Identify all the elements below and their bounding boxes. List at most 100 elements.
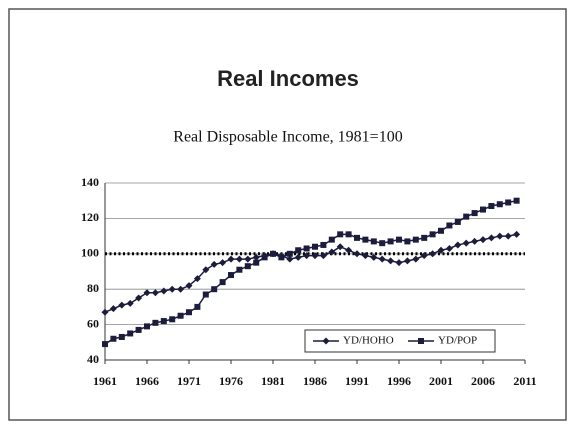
point — [412, 255, 420, 263]
point — [404, 238, 411, 245]
x-tick-label: 2011 — [513, 374, 536, 388]
point — [496, 201, 503, 208]
point — [387, 238, 394, 245]
point — [126, 299, 134, 307]
point — [378, 255, 386, 263]
point — [353, 250, 361, 258]
point — [370, 253, 378, 261]
point — [127, 330, 134, 337]
point — [396, 236, 402, 243]
x-tick-label: 1976 — [219, 374, 243, 388]
x-tick-label: 2006 — [471, 374, 495, 388]
point — [319, 252, 327, 260]
point — [270, 250, 276, 257]
slide-title: Real Incomes — [217, 66, 359, 91]
point — [412, 236, 419, 243]
point — [488, 203, 495, 210]
point — [177, 285, 185, 293]
point — [244, 255, 252, 263]
y-tick-label: 40 — [87, 352, 99, 366]
point — [286, 250, 293, 257]
point — [446, 222, 453, 229]
point — [370, 238, 377, 245]
point — [294, 253, 302, 261]
point — [193, 275, 201, 283]
point — [362, 236, 369, 243]
point — [168, 285, 176, 293]
point — [186, 309, 192, 316]
point — [496, 232, 504, 240]
y-tick-label: 140 — [81, 175, 99, 189]
x-tick-label: 1996 — [387, 374, 411, 388]
x-tick-label: 2001 — [429, 374, 453, 388]
point — [421, 234, 428, 241]
point — [462, 239, 470, 247]
point — [463, 213, 470, 220]
point — [504, 232, 512, 240]
point — [101, 308, 109, 316]
point — [345, 231, 352, 238]
point — [480, 206, 486, 213]
point — [219, 259, 227, 267]
point — [395, 259, 403, 267]
legend-label: YD/HOHO — [343, 335, 394, 347]
point — [328, 248, 336, 256]
point — [345, 246, 353, 254]
x-tick-label: 1971 — [177, 374, 201, 388]
point — [505, 199, 512, 206]
legend-label: YD/POP — [438, 335, 477, 347]
point — [227, 255, 235, 263]
point — [185, 282, 193, 290]
point — [420, 252, 428, 260]
point — [278, 254, 285, 261]
point — [445, 244, 453, 252]
point — [143, 289, 151, 297]
x-tick-label: 1986 — [303, 374, 327, 388]
point — [354, 234, 360, 241]
y-tick-label: 120 — [81, 210, 99, 224]
x-tick-label: 1966 — [135, 374, 159, 388]
x-tick-label: 1991 — [345, 374, 369, 388]
point — [210, 260, 218, 268]
point — [429, 250, 437, 258]
point — [361, 252, 369, 260]
point — [454, 218, 461, 225]
point — [177, 312, 184, 319]
point — [228, 272, 234, 279]
point — [110, 335, 117, 342]
point — [487, 234, 495, 242]
point — [135, 294, 143, 302]
legend-marker — [322, 337, 330, 345]
point — [118, 301, 126, 309]
point — [471, 210, 478, 217]
point — [337, 231, 344, 238]
legend-marker — [418, 338, 424, 344]
point — [244, 263, 251, 270]
point — [295, 247, 302, 254]
point — [303, 252, 311, 260]
point — [471, 237, 479, 245]
point — [118, 333, 125, 340]
point — [236, 266, 243, 273]
point — [102, 341, 108, 348]
point — [513, 197, 520, 204]
point — [454, 241, 462, 249]
point — [336, 243, 344, 251]
x-tick-label: 1981 — [261, 374, 285, 388]
x-tick-label: 1961 — [93, 374, 117, 388]
point — [152, 319, 159, 326]
point — [286, 255, 294, 263]
point — [261, 254, 268, 261]
point — [194, 303, 201, 310]
point — [219, 279, 226, 286]
point — [379, 240, 386, 247]
y-tick-label: 100 — [81, 246, 99, 260]
point — [253, 259, 260, 266]
point — [320, 241, 327, 248]
point — [135, 326, 142, 333]
point — [312, 243, 318, 250]
point — [202, 291, 209, 298]
chart-subtitle: Real Disposable Income, 1981=100 — [173, 129, 402, 146]
point — [438, 227, 444, 234]
